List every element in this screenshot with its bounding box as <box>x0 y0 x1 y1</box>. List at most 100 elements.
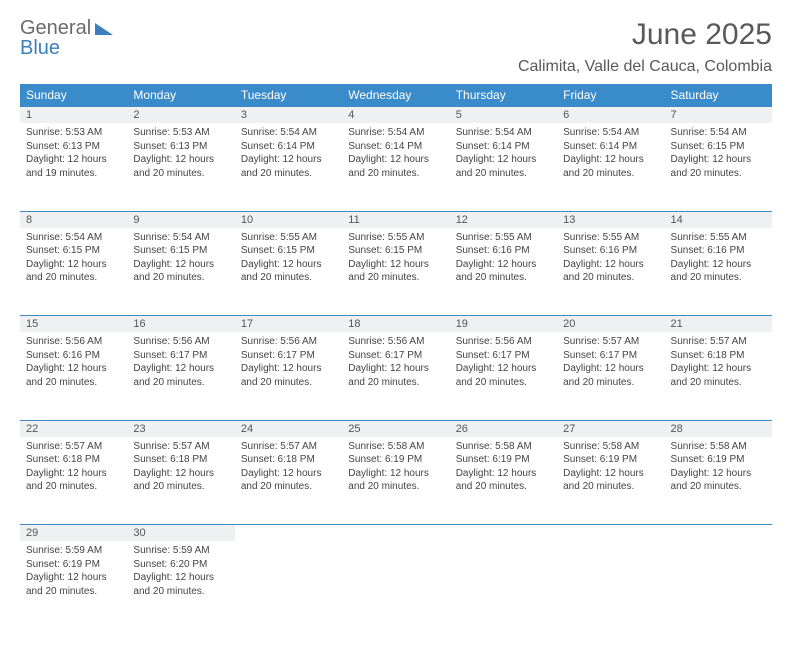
sunset-line: Sunset: 6:14 PM <box>241 140 336 154</box>
day-number-cell: 3 <box>235 107 342 124</box>
day-content-cell: Sunrise: 5:57 AMSunset: 6:18 PMDaylight:… <box>127 437 234 525</box>
day-content-cell <box>557 541 664 629</box>
day-number-cell: 19 <box>450 316 557 333</box>
day-content-cell: Sunrise: 5:57 AMSunset: 6:18 PMDaylight:… <box>235 437 342 525</box>
day-content-cell: Sunrise: 5:56 AMSunset: 6:17 PMDaylight:… <box>235 332 342 420</box>
daylight-line: Daylight: 12 hours and 20 minutes. <box>671 153 766 180</box>
sunrise-line: Sunrise: 5:54 AM <box>456 126 551 140</box>
daylight-line: Daylight: 12 hours and 20 minutes. <box>241 153 336 180</box>
day-number-row: 1234567 <box>20 107 772 124</box>
daylight-line: Daylight: 12 hours and 20 minutes. <box>348 467 443 494</box>
day-content-cell: Sunrise: 5:55 AMSunset: 6:16 PMDaylight:… <box>450 228 557 316</box>
page-header: General Blue June 2025 Calimita, Valle d… <box>20 18 772 76</box>
logo-text: General Blue <box>20 18 113 58</box>
sunrise-line: Sunrise: 5:55 AM <box>671 231 766 245</box>
weekday-header: Tuesday <box>235 84 342 107</box>
daylight-line: Daylight: 12 hours and 20 minutes. <box>241 362 336 389</box>
daylight-line: Daylight: 12 hours and 20 minutes. <box>563 362 658 389</box>
sunrise-line: Sunrise: 5:58 AM <box>456 440 551 454</box>
day-content-cell <box>235 541 342 629</box>
day-number-row: 22232425262728 <box>20 420 772 437</box>
day-content-cell: Sunrise: 5:54 AMSunset: 6:14 PMDaylight:… <box>557 123 664 211</box>
logo-word2: Blue <box>20 37 60 59</box>
sunset-line: Sunset: 6:13 PM <box>26 140 121 154</box>
sunrise-line: Sunrise: 5:56 AM <box>241 335 336 349</box>
weekday-header: Wednesday <box>342 84 449 107</box>
daylight-line: Daylight: 12 hours and 20 minutes. <box>563 153 658 180</box>
daylight-line: Daylight: 12 hours and 20 minutes. <box>26 362 121 389</box>
sunrise-line: Sunrise: 5:57 AM <box>133 440 228 454</box>
day-number-cell: 27 <box>557 420 664 437</box>
day-content-cell: Sunrise: 5:56 AMSunset: 6:16 PMDaylight:… <box>20 332 127 420</box>
day-content-cell: Sunrise: 5:58 AMSunset: 6:19 PMDaylight:… <box>342 437 449 525</box>
daylight-line: Daylight: 12 hours and 20 minutes. <box>348 153 443 180</box>
sunset-line: Sunset: 6:16 PM <box>456 244 551 258</box>
sunrise-line: Sunrise: 5:59 AM <box>133 544 228 558</box>
day-content-cell: Sunrise: 5:54 AMSunset: 6:14 PMDaylight:… <box>450 123 557 211</box>
sunrise-line: Sunrise: 5:54 AM <box>671 126 766 140</box>
daylight-line: Daylight: 12 hours and 20 minutes. <box>456 153 551 180</box>
daylight-line: Daylight: 12 hours and 20 minutes. <box>26 571 121 598</box>
day-content-row: Sunrise: 5:53 AMSunset: 6:13 PMDaylight:… <box>20 123 772 211</box>
sunrise-line: Sunrise: 5:58 AM <box>563 440 658 454</box>
day-content-cell: Sunrise: 5:54 AMSunset: 6:15 PMDaylight:… <box>20 228 127 316</box>
daylight-line: Daylight: 12 hours and 20 minutes. <box>133 258 228 285</box>
day-number-cell: 21 <box>665 316 772 333</box>
sunrise-line: Sunrise: 5:54 AM <box>133 231 228 245</box>
day-content-cell: Sunrise: 5:58 AMSunset: 6:19 PMDaylight:… <box>665 437 772 525</box>
day-number-row: 891011121314 <box>20 211 772 228</box>
day-number-cell: 10 <box>235 211 342 228</box>
sunset-line: Sunset: 6:14 PM <box>456 140 551 154</box>
sunset-line: Sunset: 6:18 PM <box>133 453 228 467</box>
daylight-line: Daylight: 12 hours and 20 minutes. <box>133 467 228 494</box>
daylight-line: Daylight: 12 hours and 20 minutes. <box>671 362 766 389</box>
day-number-cell: 11 <box>342 211 449 228</box>
calendar-body: 1234567Sunrise: 5:53 AMSunset: 6:13 PMDa… <box>20 107 772 630</box>
day-content-cell: Sunrise: 5:58 AMSunset: 6:19 PMDaylight:… <box>450 437 557 525</box>
sunrise-line: Sunrise: 5:55 AM <box>456 231 551 245</box>
day-number-cell: 1 <box>20 107 127 124</box>
sunset-line: Sunset: 6:14 PM <box>563 140 658 154</box>
sunrise-line: Sunrise: 5:57 AM <box>671 335 766 349</box>
daylight-line: Daylight: 12 hours and 20 minutes. <box>133 153 228 180</box>
day-content-cell: Sunrise: 5:56 AMSunset: 6:17 PMDaylight:… <box>342 332 449 420</box>
sunset-line: Sunset: 6:15 PM <box>348 244 443 258</box>
day-number-cell: 14 <box>665 211 772 228</box>
daylight-line: Daylight: 12 hours and 20 minutes. <box>241 467 336 494</box>
day-content-cell: Sunrise: 5:54 AMSunset: 6:15 PMDaylight:… <box>127 228 234 316</box>
day-number-cell: 9 <box>127 211 234 228</box>
day-number-cell: 28 <box>665 420 772 437</box>
day-number-cell: 15 <box>20 316 127 333</box>
day-number-cell: 2 <box>127 107 234 124</box>
day-number-cell: 18 <box>342 316 449 333</box>
daylight-line: Daylight: 12 hours and 20 minutes. <box>456 467 551 494</box>
day-content-cell: Sunrise: 5:53 AMSunset: 6:13 PMDaylight:… <box>20 123 127 211</box>
day-content-cell: Sunrise: 5:55 AMSunset: 6:16 PMDaylight:… <box>557 228 664 316</box>
sunrise-line: Sunrise: 5:54 AM <box>348 126 443 140</box>
sunrise-line: Sunrise: 5:56 AM <box>26 335 121 349</box>
day-content-cell: Sunrise: 5:56 AMSunset: 6:17 PMDaylight:… <box>127 332 234 420</box>
day-content-cell: Sunrise: 5:54 AMSunset: 6:14 PMDaylight:… <box>342 123 449 211</box>
day-number-cell: 4 <box>342 107 449 124</box>
sunset-line: Sunset: 6:20 PM <box>133 558 228 572</box>
sunset-line: Sunset: 6:16 PM <box>671 244 766 258</box>
daylight-line: Daylight: 12 hours and 20 minutes. <box>348 258 443 285</box>
weekday-header: Sunday <box>20 84 127 107</box>
sunrise-line: Sunrise: 5:58 AM <box>671 440 766 454</box>
sunrise-line: Sunrise: 5:58 AM <box>348 440 443 454</box>
daylight-line: Daylight: 12 hours and 19 minutes. <box>26 153 121 180</box>
day-content-cell: Sunrise: 5:57 AMSunset: 6:17 PMDaylight:… <box>557 332 664 420</box>
daylight-line: Daylight: 12 hours and 20 minutes. <box>348 362 443 389</box>
sunrise-line: Sunrise: 5:57 AM <box>26 440 121 454</box>
day-content-cell: Sunrise: 5:55 AMSunset: 6:15 PMDaylight:… <box>342 228 449 316</box>
daylight-line: Daylight: 12 hours and 20 minutes. <box>241 258 336 285</box>
location-subtitle: Calimita, Valle del Cauca, Colombia <box>518 58 772 76</box>
sunset-line: Sunset: 6:18 PM <box>671 349 766 363</box>
sunset-line: Sunset: 6:17 PM <box>241 349 336 363</box>
logo-word1: General <box>20 17 91 39</box>
day-number-cell: 25 <box>342 420 449 437</box>
sunset-line: Sunset: 6:15 PM <box>241 244 336 258</box>
day-number-cell: 22 <box>20 420 127 437</box>
sunrise-line: Sunrise: 5:56 AM <box>456 335 551 349</box>
day-content-cell: Sunrise: 5:53 AMSunset: 6:13 PMDaylight:… <box>127 123 234 211</box>
